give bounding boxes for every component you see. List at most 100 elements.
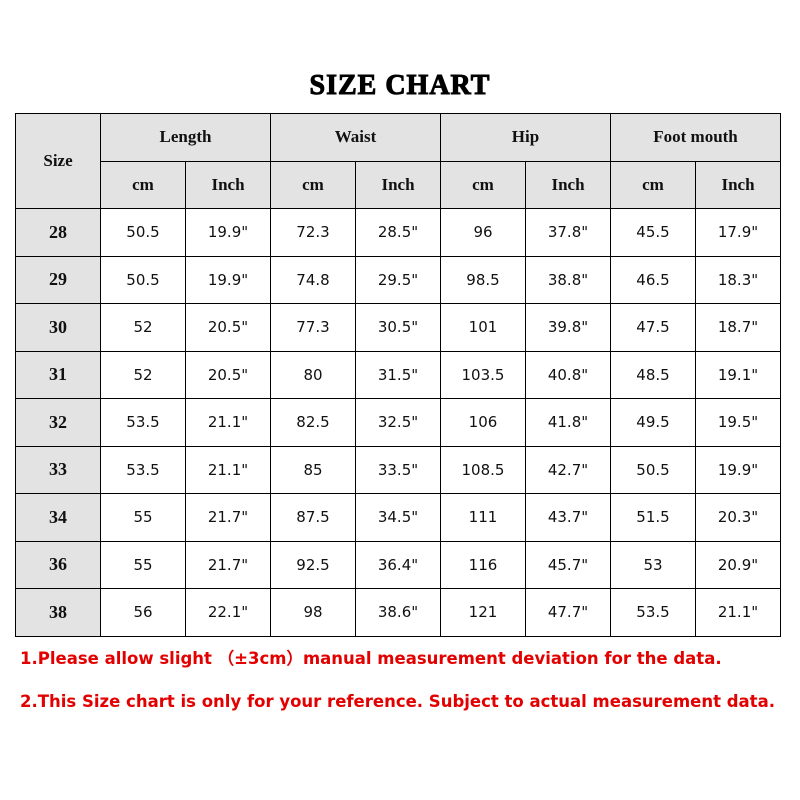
value-cell: 19.9" — [185, 208, 271, 257]
value-cell: 20.9" — [695, 540, 781, 589]
value-cell: 98 — [270, 588, 356, 637]
value-cell: 18.7" — [695, 303, 781, 352]
table-row: 31 52 20.5" 80 31.5" 103.5 40.8" 48.5 19.1" — [15, 350, 781, 399]
header-row-units: cm Inch cm Inch cm Inch cm Inch — [16, 160, 781, 209]
value-cell: 34.5" — [355, 493, 441, 542]
size-cell: 29 — [15, 255, 101, 304]
value-cell: 82.5 — [270, 398, 356, 447]
value-cell: 111 — [440, 493, 526, 542]
value-cell: 29.5" — [355, 255, 441, 304]
value-cell: 22.1" — [185, 588, 271, 637]
value-cell: 20.5" — [185, 350, 271, 399]
size-cell: 33 — [15, 445, 101, 494]
value-cell: 53.5 — [610, 588, 696, 637]
value-cell: 108.5 — [440, 445, 526, 494]
value-cell: 21.1" — [185, 445, 271, 494]
value-cell: 85 — [270, 445, 356, 494]
value-cell: 19.9" — [185, 255, 271, 304]
note-2: 2.This Size chart is only for your refer… — [20, 692, 775, 711]
value-cell: 87.5 — [270, 493, 356, 542]
header-hip: Hip — [440, 113, 611, 162]
header-unit-cm: cm — [270, 160, 356, 209]
value-cell: 45.5 — [610, 208, 696, 257]
value-cell: 39.8" — [525, 303, 611, 352]
value-cell: 19.9" — [695, 445, 781, 494]
value-cell: 20.3" — [695, 493, 781, 542]
value-cell: 41.8" — [525, 398, 611, 447]
header-unit-inch: Inch — [185, 160, 271, 209]
size-cell: 36 — [15, 540, 101, 589]
size-cell: 30 — [15, 303, 101, 352]
header-row-groups: Size Length Waist Hip Foot mouth — [15, 113, 781, 209]
header-waist: Waist — [270, 113, 441, 162]
table-row: 33 53.5 21.1" 85 33.5" 108.5 42.7" 50.5 19.9" — [15, 445, 781, 494]
value-cell: 28.5" — [355, 208, 441, 257]
value-cell: 21.7" — [185, 493, 271, 542]
table-row: 34 55 21.7" 87.5 34.5" 111 43.7" 51.5 20.3" — [15, 493, 781, 542]
value-cell: 51.5 — [610, 493, 696, 542]
note-1: 1.Please allow slight （±3cm）manual measu… — [20, 649, 722, 668]
value-cell: 19.1" — [695, 350, 781, 399]
size-table: Size Length Waist Hip Foot mouth cm Inch c… — [15, 113, 781, 637]
value-cell: 30.5" — [355, 303, 441, 352]
value-cell: 31.5" — [355, 350, 441, 399]
value-cell: 72.3 — [270, 208, 356, 257]
value-cell: 37.8" — [525, 208, 611, 257]
value-cell: 53.5 — [100, 398, 186, 447]
value-cell: 52 — [100, 303, 186, 352]
value-cell: 49.5 — [610, 398, 696, 447]
value-cell: 98.5 — [440, 255, 526, 304]
value-cell: 55 — [100, 540, 186, 589]
size-cell: 32 — [15, 398, 101, 447]
header-foot-mouth: Foot mouth — [610, 113, 781, 162]
value-cell: 74.8 — [270, 255, 356, 304]
value-cell: 48.5 — [610, 350, 696, 399]
table-row: 30 52 20.5" 77.3 30.5" 101 39.8" 47.5 18.7" — [15, 303, 781, 352]
value-cell: 92.5 — [270, 540, 356, 589]
table-row: 36 55 21.7" 92.5 36.4" 116 45.7" 53 20.9" — [15, 540, 781, 589]
value-cell: 45.7" — [525, 540, 611, 589]
value-cell: 17.9" — [695, 208, 781, 257]
value-cell: 47.5 — [610, 303, 696, 352]
header-size: Size — [15, 113, 101, 209]
value-cell: 40.8" — [525, 350, 611, 399]
header-unit-cm: cm — [610, 160, 696, 209]
value-cell: 47.7" — [525, 588, 611, 637]
value-cell: 103.5 — [440, 350, 526, 399]
table-row: 32 53.5 21.1" 82.5 32.5" 106 41.8" 49.5 19.5" — [15, 398, 781, 447]
table-row: 28 50.5 19.9" 72.3 28.5" 96 37.8" 45.5 17.9" — [15, 208, 781, 257]
header-unit-inch: Inch — [695, 160, 781, 209]
value-cell: 53 — [610, 540, 696, 589]
header-length: Length — [100, 113, 271, 162]
value-cell: 96 — [440, 208, 526, 257]
value-cell: 121 — [440, 588, 526, 637]
table-row: 38 56 22.1" 98 38.6" 121 47.7" 53.5 21.1" — [15, 588, 781, 637]
value-cell: 53.5 — [100, 445, 186, 494]
value-cell: 50.5 — [610, 445, 696, 494]
value-cell: 106 — [440, 398, 526, 447]
value-cell: 32.5" — [355, 398, 441, 447]
value-cell: 43.7" — [525, 493, 611, 542]
value-cell: 77.3 — [270, 303, 356, 352]
value-cell: 33.5" — [355, 445, 441, 494]
value-cell: 116 — [440, 540, 526, 589]
value-cell: 18.3" — [695, 255, 781, 304]
value-cell: 52 — [100, 350, 186, 399]
table-row: 29 50.5 19.9" 74.8 29.5" 98.5 38.8" 46.5 18.3" — [15, 255, 781, 304]
value-cell: 80 — [270, 350, 356, 399]
value-cell: 38.8" — [525, 255, 611, 304]
value-cell: 21.1" — [185, 398, 271, 447]
chart-title: SIZE CHART — [309, 70, 491, 102]
size-cell: 34 — [15, 493, 101, 542]
size-cell: 38 — [15, 588, 101, 637]
header-unit-inch: Inch — [525, 160, 611, 209]
value-cell: 21.1" — [695, 588, 781, 637]
value-cell: 42.7" — [525, 445, 611, 494]
value-cell: 21.7" — [185, 540, 271, 589]
value-cell: 36.4" — [355, 540, 441, 589]
header-unit-cm: cm — [440, 160, 526, 209]
value-cell: 38.6" — [355, 588, 441, 637]
value-cell: 50.5 — [100, 208, 186, 257]
table-body: 28 50.5 19.9" 72.3 28.5" 96 37.8" 45.5 17.9" 29 50… — [15, 208, 781, 637]
size-cell: 28 — [15, 208, 101, 257]
